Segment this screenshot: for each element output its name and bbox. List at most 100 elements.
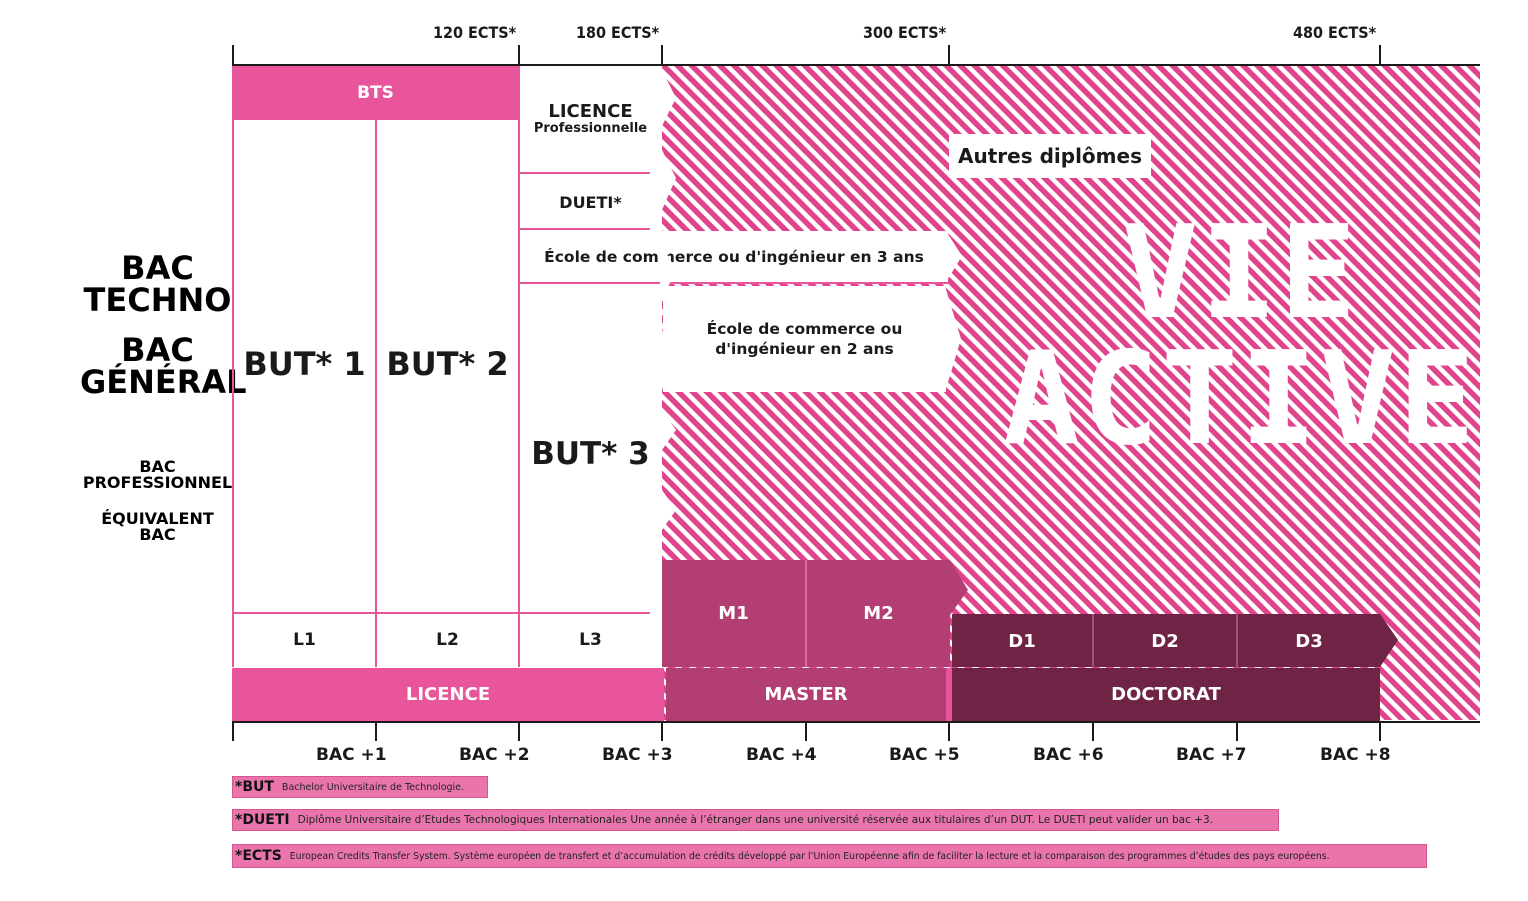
bac-general-line1: BAC — [121, 331, 194, 369]
autres-diplomes-box: Autres diplômes — [949, 134, 1151, 178]
column-divider — [518, 66, 520, 667]
bac-techno-line1: BAC — [121, 249, 194, 287]
l1-cell — [234, 614, 375, 667]
top-axis-tick — [661, 45, 663, 66]
top-axis-tick — [232, 45, 234, 66]
bac-techno-line2: TECHNO — [83, 281, 232, 319]
bac-pro-label: BAC PROFESSIONNEL — [80, 459, 235, 491]
row-divider — [520, 282, 950, 284]
equivalent-line2: BAC — [139, 525, 176, 544]
bac-level-label: BAC +3 — [602, 745, 673, 765]
l3-cell — [520, 614, 661, 667]
bac-techno-label: BAC TECHNO — [80, 252, 235, 316]
ecole-2ans-arrow — [945, 286, 961, 392]
d-divider — [1092, 614, 1094, 667]
doctorat-years-block — [952, 614, 1380, 667]
licence-pro-line1: LICENCE — [548, 100, 633, 122]
footnote-but-key: *BUT — [235, 779, 274, 795]
but2-label: BUT* 2 — [386, 345, 509, 383]
row-divider — [520, 172, 650, 174]
footnote-dueti-key: *DUETI — [235, 812, 290, 828]
autres-diplomes-label: Autres diplômes — [958, 144, 1142, 168]
master-cycle-label: MASTER — [764, 684, 848, 705]
bottom-axis-tick — [805, 721, 807, 741]
bottom-axis-tick — [661, 721, 663, 741]
bottom-axis-tick — [375, 721, 377, 741]
licence-pro-line2: Professionnelle — [533, 120, 648, 136]
bottom-axis-line — [232, 721, 1480, 723]
but3-box: BUT* 3 — [520, 284, 661, 612]
ecole-2ans-box: École de commerce ou d'ingénieur en 2 an… — [663, 286, 946, 392]
footnote-dueti-text: Diplôme Universitaire d’Etudes Technolog… — [297, 814, 1213, 826]
doctorat-years-arrow — [1378, 614, 1398, 667]
footnote-but: *BUT Bachelor Universitaire de Technolog… — [232, 776, 488, 798]
ects-label-180: 180 ECTS* — [576, 23, 660, 42]
top-axis-tick — [518, 45, 520, 66]
bac-general-line2: GÉNÉRAL — [80, 363, 247, 401]
bottom-axis-tick — [232, 721, 234, 741]
doctorat-cycle-bar: DOCTORAT — [952, 668, 1380, 721]
bac-level-label: BAC +7 — [1176, 745, 1247, 765]
bac-level-label: BAC +6 — [1033, 745, 1104, 765]
bottom-axis-tick — [518, 721, 520, 741]
footnote-but-text: Bachelor Universitaire de Technologie. — [281, 781, 465, 793]
footnote-ects: *ECTS European Credits Transfer System. … — [232, 844, 1427, 868]
ecole-3ans-arrow — [946, 231, 962, 282]
l3-label: L3 — [579, 630, 602, 650]
footnote-ects-key: *ECTS — [235, 848, 282, 864]
dueti-box: DUETI* — [520, 176, 661, 228]
bac-level-label: BAC +5 — [889, 745, 960, 765]
bac-level-label: BAC +1 — [316, 745, 387, 765]
licence-cycle-bar: LICENCE — [232, 668, 664, 721]
m1-label: M1 — [718, 602, 749, 624]
row-divider — [520, 228, 650, 230]
m-divider — [805, 560, 807, 667]
master-years-arrow — [948, 560, 968, 620]
footnote-ects-text: European Credits Transfer System. Systèm… — [289, 850, 1330, 862]
bottom-axis-tick — [1379, 721, 1381, 741]
bac-level-label: BAC +8 — [1320, 745, 1391, 765]
d1-label: D1 — [1008, 630, 1036, 652]
d2-label: D2 — [1151, 630, 1179, 652]
cycle-separator — [946, 668, 952, 721]
equivalent-bac-label: ÉQUIVALENT BAC — [80, 511, 235, 543]
row-divider — [232, 612, 650, 614]
bottom-axis-tick — [948, 721, 950, 741]
top-axis-tick — [948, 45, 950, 66]
bts-bar: BTS — [232, 66, 519, 120]
bac-pro-line1: BAC — [139, 457, 176, 476]
bottom-axis-tick — [1236, 721, 1238, 741]
bac-pro-line2: PROFESSIONNEL — [82, 473, 233, 492]
footnote-dueti: *DUETI Diplôme Universitaire d’Etudes Te… — [232, 809, 1279, 831]
ecole-3ans-label: École de commerce ou d'ingénieur en 3 an… — [544, 247, 924, 266]
master-cycle-bar: MASTER — [666, 668, 946, 721]
bac-general-label: BAC GÉNÉRAL — [80, 331, 247, 401]
l2-label: L2 — [436, 630, 459, 650]
m2-label: M2 — [863, 602, 894, 624]
d3-label: D3 — [1295, 630, 1323, 652]
l1-label: L1 — [293, 630, 316, 650]
ects-label-120: 120 ECTS* — [433, 23, 517, 42]
bts-label: BTS — [357, 83, 394, 103]
d-divider — [1236, 614, 1238, 667]
ects-label-300: 300 ECTS* — [863, 23, 947, 42]
ecole-3ans-box: École de commerce ou d'ingénieur en 3 an… — [520, 231, 948, 282]
equivalent-line1: ÉQUIVALENT — [101, 509, 214, 528]
dueti-label: DUETI* — [559, 192, 622, 212]
ecole-2ans-line1: École de commerce ou — [706, 319, 903, 338]
ects-label-480: 480 ECTS* — [1293, 23, 1377, 42]
vie-active-line2: ACTIVE — [1002, 325, 1478, 474]
top-axis-tick — [1379, 45, 1381, 66]
but1-label: BUT* 1 — [243, 345, 366, 383]
licence-pro-box: LICENCE Professionnelle — [520, 66, 661, 172]
bottom-axis-tick — [1092, 721, 1094, 741]
vie-active-text: VIE ACTIVE — [1000, 210, 1480, 464]
bac-level-label: BAC +4 — [746, 745, 817, 765]
bac-level-label: BAC +2 — [459, 745, 530, 765]
but3-label: BUT* 3 — [531, 436, 650, 472]
vie-active-line1: VIE — [1121, 199, 1359, 348]
ecole-2ans-line2: d'ingénieur en 2 ans — [715, 340, 894, 358]
licence-cycle-label: LICENCE — [405, 684, 491, 705]
column-divider — [375, 120, 377, 667]
column-divider — [232, 120, 234, 667]
